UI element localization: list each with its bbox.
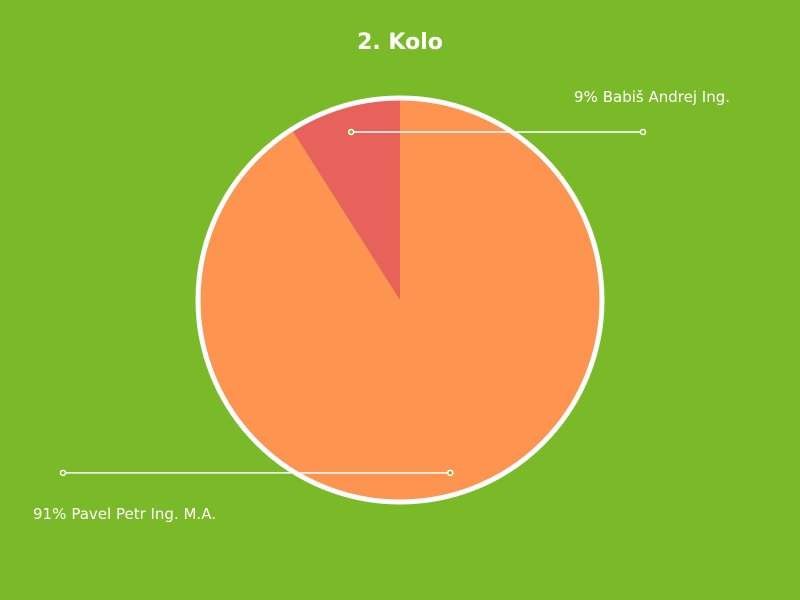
leader-dot — [446, 469, 454, 477]
slice-category: Babiš Andrej Ing. — [603, 87, 730, 105]
slice-value-label: 91% — [33, 504, 66, 522]
pie-slice — [291, 98, 400, 300]
leader-dot — [59, 469, 67, 477]
chart-title: 2. Kolo — [357, 30, 443, 55]
slice-label: 9% Babiš Andrej Ing. — [574, 87, 730, 105]
leader-dot — [639, 128, 647, 136]
slice-label: 91% Pavel Petr Ing. M.A. — [33, 504, 216, 522]
slice-category: Pavel Petr Ing. M.A. — [71, 504, 216, 522]
slice-value-label: 9% — [574, 87, 598, 105]
leader-dot — [347, 128, 355, 136]
pie-border — [195, 95, 605, 505]
